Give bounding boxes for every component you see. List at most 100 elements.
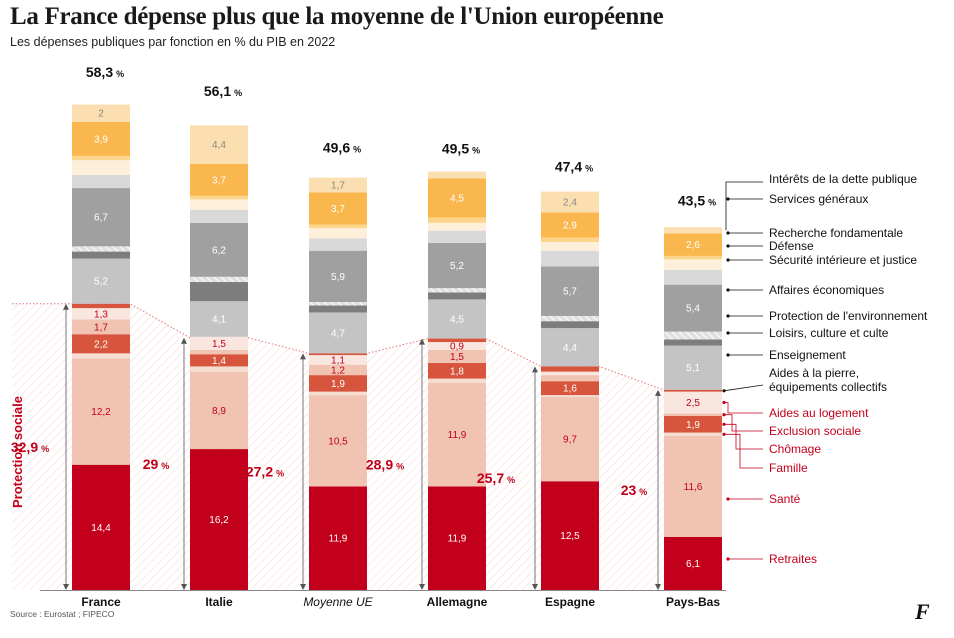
data-label-espagne-enseignement: 4,4 (563, 343, 577, 354)
data-label-pays-bas-chomage: 1,9 (686, 420, 700, 431)
bar-segment-allemagne-protection-de-l-environnement (428, 288, 486, 293)
legend-item-aides-a-la-pierre-equipements-collectifs: Aides à la pierre, (769, 366, 859, 380)
legend-leader-line (724, 402, 763, 414)
category-label-france: France (81, 595, 121, 609)
legend-item-chomage: Chômage (769, 442, 821, 456)
legend-item-defense: Défense (769, 239, 814, 253)
bracket-arrow-down-icon (300, 584, 306, 590)
bar-segment-espagne-enseignement (541, 328, 599, 367)
bar-segment-italie-sante (190, 371, 248, 450)
legend-item-famille: Famille (769, 461, 808, 475)
legend-item-enseignement: Enseignement (769, 348, 846, 362)
bar-segment-france-protection-de-l-environnement (72, 246, 130, 252)
category-label-pays-bas: Pays-Bas (666, 595, 720, 609)
bar-segment-pays-bas-famille (664, 432, 722, 437)
legend-dot-icon (726, 353, 730, 357)
bar-segment-italie-enseignement (190, 301, 248, 337)
legend-item-recherche-fondamentale: Recherche fondamentale (769, 226, 903, 240)
bar-segment-italie-exclusion-sociale (190, 349, 248, 355)
bar-segment-france-loisirs-culture-et-culte (72, 251, 130, 259)
legend-leader-line (725, 181, 763, 231)
legend-dot-icon (726, 258, 730, 262)
data-label-allemagne-chomage: 1,8 (450, 366, 464, 377)
chart-title: La France dépense plus que la moyenne de… (10, 3, 664, 30)
bar-segment-moyenne-ue-aides-au-logement (309, 355, 367, 365)
data-label-pays-bas-services-generaux: 2,6 (686, 240, 700, 251)
bar-segment-moyenne-ue-aides-a-la-pierre-equipements-collectifs (309, 353, 367, 356)
bar-segment-allemagne-retraites (428, 486, 486, 590)
bar-segment-espagne-defense (541, 242, 599, 251)
bar-segment-moyenne-ue-loisirs-culture-et-culte (309, 305, 367, 313)
bar-segment-france-affaires-economiques (72, 188, 130, 247)
legend-item-aides-au-logement: Aides au logement (769, 406, 869, 420)
chart-subtitle: Les dépenses publiques par fonction en %… (10, 35, 336, 49)
data-label-france-affaires-economiques: 6,7 (94, 213, 108, 224)
data-label-italie-affaires-economiques: 6,2 (212, 245, 226, 256)
bar-segment-moyenne-ue-recherche-fondamentale (309, 224, 367, 229)
bar-segment-moyenne-ue-interets-de-la-dette-publique (309, 177, 367, 193)
bar-segment-italie-chomage (190, 354, 248, 367)
bar-segment-allemagne-aides-au-logement (428, 342, 486, 350)
total-label-moyenne-ue: 49,6% (323, 139, 361, 155)
data-label-france-interets-de-la-dette-publique: 2 (98, 109, 104, 120)
bar-segment-pays-bas-aides-au-logement (664, 391, 722, 414)
data-label-france-retraites: 14,4 (91, 523, 111, 534)
data-label-italie-sante: 8,9 (212, 406, 226, 417)
legend-dot-icon (726, 244, 730, 248)
data-label-pays-bas-sante: 11,6 (684, 482, 703, 493)
bar-segment-italie-loisirs-culture-et-culte (190, 282, 248, 302)
bar-segment-espagne-securite-interieure-et-justice (541, 250, 599, 267)
bar-segment-moyenne-ue-defense (309, 228, 367, 239)
bar-segment-pays-bas-services-generaux (664, 233, 722, 256)
bar-segment-espagne-sante (541, 396, 599, 482)
legend-leader-line (724, 433, 763, 469)
bar-segment-pays-bas-securite-interieure-et-justice (664, 269, 722, 285)
bar-segment-moyenne-ue-enseignement (309, 312, 367, 354)
data-label-italie-aides-au-logement: 1,5 (212, 339, 226, 350)
data-label-italie-services-generaux: 3,7 (212, 175, 226, 186)
bracket-arrow-down-icon (419, 584, 425, 590)
category-label-espagne: Espagne (545, 595, 595, 609)
data-label-moyenne-ue-aides-au-logement: 1,1 (331, 355, 345, 366)
bar-segment-italie-affaires-economiques (190, 222, 248, 277)
data-label-italie-chomage: 1,4 (212, 356, 226, 367)
bar-segment-pays-bas-recherche-fondamentale (664, 255, 722, 260)
data-label-moyenne-ue-enseignement: 4,7 (331, 328, 345, 339)
bar-segment-allemagne-chomage (428, 362, 486, 379)
data-label-italie-retraites: 16,2 (209, 515, 229, 526)
legend-dot-icon (722, 432, 726, 436)
bar-segment-italie-securite-interieure-et-justice (190, 209, 248, 223)
bar-segment-pays-bas-interets-de-la-dette-publique (664, 227, 722, 234)
legend-item-loisirs-culture-et-culte: Loisirs, culture et culte (769, 326, 889, 340)
legend-leader-line (724, 414, 763, 432)
data-label-espagne-chomage: 1,6 (563, 384, 577, 395)
bar-segment-moyenne-ue-protection-de-l-environnement (309, 302, 367, 306)
bar-segment-moyenne-ue-famille (309, 391, 367, 396)
bar-segment-pays-bas-affaires-economiques (664, 284, 722, 332)
bar-segment-espagne-aides-a-la-pierre-equipements-collectifs (541, 366, 599, 372)
bar-segment-espagne-chomage (541, 381, 599, 396)
data-label-pays-bas-retraites: 6,1 (686, 559, 700, 570)
legend-item-securite-interieure-et-justice: Sécurité intérieure et justice (769, 253, 917, 267)
legend-dot-icon (722, 389, 726, 393)
bar-segment-france-famille (72, 353, 130, 359)
legend-dot-icon (722, 413, 726, 417)
legend-dot-icon (726, 231, 730, 235)
data-label-allemagne-enseignement: 4,5 (450, 315, 464, 326)
data-label-moyenne-ue-retraites: 11,9 (329, 534, 348, 545)
legend-item-sante: Santé (769, 492, 801, 506)
data-label-espagne-interets-de-la-dette-publique: 2,4 (563, 197, 577, 208)
legend-dot-icon (722, 400, 726, 405)
data-label-moyenne-ue-exclusion-sociale: 1,2 (331, 365, 345, 376)
legend-item-line2: équipements collectifs (769, 380, 887, 394)
bar-segment-allemagne-defense (428, 222, 486, 231)
bar-segment-espagne-interets-de-la-dette-publique (541, 191, 599, 213)
data-label-france-aides-au-logement: 1,3 (94, 309, 108, 320)
data-label-allemagne-services-generaux: 4,5 (450, 194, 464, 205)
category-label-moyenne-ue: Moyenne UE (303, 595, 373, 609)
bar-segment-allemagne-services-generaux (428, 178, 486, 218)
bar-segment-france-recherche-fondamentale (72, 155, 130, 161)
bars (40, 104, 726, 591)
bar-segment-france-retraites (72, 464, 130, 590)
legend-dot-icon (726, 557, 730, 561)
